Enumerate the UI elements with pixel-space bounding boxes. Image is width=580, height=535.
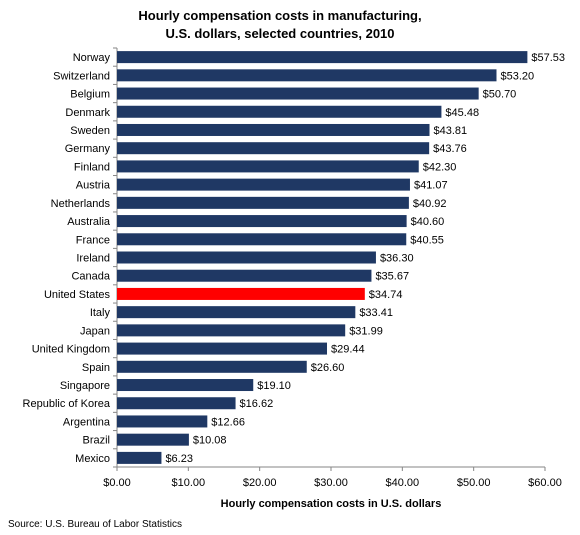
bar-sweden [117,123,430,136]
data-label: $40.60 [411,216,445,228]
x-tick-label: $30.00 [314,477,348,489]
bars: Norway $57.53 Switzerland $53.20 Belgium $50.… [23,51,565,465]
category-label: United States [44,289,111,301]
bar-austria [117,178,410,191]
data-label: $57.53 [531,52,565,64]
category-label: Japan [80,325,110,337]
category-label: Canada [71,271,110,283]
category-label: Brazil [82,435,110,447]
data-label: $33.41 [359,307,393,319]
chart-title-line-1: Hourly compensation costs in manufacturi… [138,8,421,23]
category-label: Australia [67,216,111,228]
bar-italy [117,306,356,319]
category-label: Norway [73,52,111,64]
data-label: $45.48 [445,107,479,119]
data-label: $41.07 [414,180,448,192]
category-label: Singapore [60,380,110,392]
data-label: $26.60 [311,362,345,374]
data-label: $42.30 [423,161,457,173]
data-label: $43.76 [433,143,467,155]
category-label: Ireland [76,253,110,265]
category-label: Italy [90,307,111,319]
x-tick-label: $50.00 [457,477,491,489]
category-label: Denmark [65,107,110,119]
bar-japan [117,324,346,337]
bar-belgium [117,87,479,100]
data-label: $40.55 [410,234,444,246]
data-label: $10.08 [193,435,227,447]
bar-germany [117,142,430,155]
data-label: $40.92 [413,198,447,210]
bar-denmark [117,105,442,118]
data-label: $19.10 [257,380,291,392]
data-label: $35.67 [375,271,409,283]
category-label: Republic of Korea [23,398,111,410]
bar-norway [117,51,528,64]
category-label: Mexico [75,453,110,465]
data-label: $16.62 [240,398,274,410]
category-label: Belgium [70,89,110,101]
category-label: Germany [65,143,111,155]
bar-argentina [117,415,208,428]
x-axis-label: Hourly compensation costs in U.S. dollar… [221,498,442,510]
bar-united-states [117,287,365,300]
data-label: $50.70 [483,89,517,101]
bar-switzerland [117,69,497,82]
x-tick-label: $20.00 [243,477,277,489]
bar-ireland [117,251,376,264]
bar-france [117,233,407,246]
category-label: Spain [82,362,110,374]
axes: $0.00 $10.00 $20.00 $30.00 $40.00 $50.00 $60.0… [103,47,562,489]
bar-australia [117,215,407,228]
x-tick-label: $40.00 [386,477,420,489]
data-label: $34.74 [369,289,403,301]
data-label: $6.23 [165,453,193,465]
bar-singapore [117,379,254,392]
data-label: $53.20 [500,70,534,82]
data-label: $12.66 [211,416,245,428]
chart-title-line-2: U.S. dollars, selected countries, 2010 [165,26,394,41]
data-label: $31.99 [349,325,383,337]
data-label: $43.81 [434,125,468,137]
x-tick-label: $60.00 [528,477,562,489]
bar-mexico [117,451,162,464]
x-tick-label: $10.00 [172,477,206,489]
data-label: $29.44 [331,344,365,356]
bar-canada [117,269,372,282]
bar-united-kingdom [117,342,328,355]
bar-republic-of-korea [117,397,236,410]
category-label: Argentina [63,416,111,428]
category-label: Switzerland [53,70,110,82]
bar-brazil [117,433,189,446]
category-label: France [76,234,110,246]
bar-finland [117,160,419,173]
bar-spain [117,360,307,373]
category-label: Sweden [70,125,110,137]
data-label: $36.30 [380,253,414,265]
bar-netherlands [117,196,409,209]
source-note: Source: U.S. Bureau of Labor Statistics [8,519,182,530]
category-label: Finland [74,161,110,173]
x-tick-label: $0.00 [103,477,131,489]
category-label: Netherlands [51,198,111,210]
category-label: United Kingdom [32,344,110,356]
category-label: Austria [76,180,111,192]
